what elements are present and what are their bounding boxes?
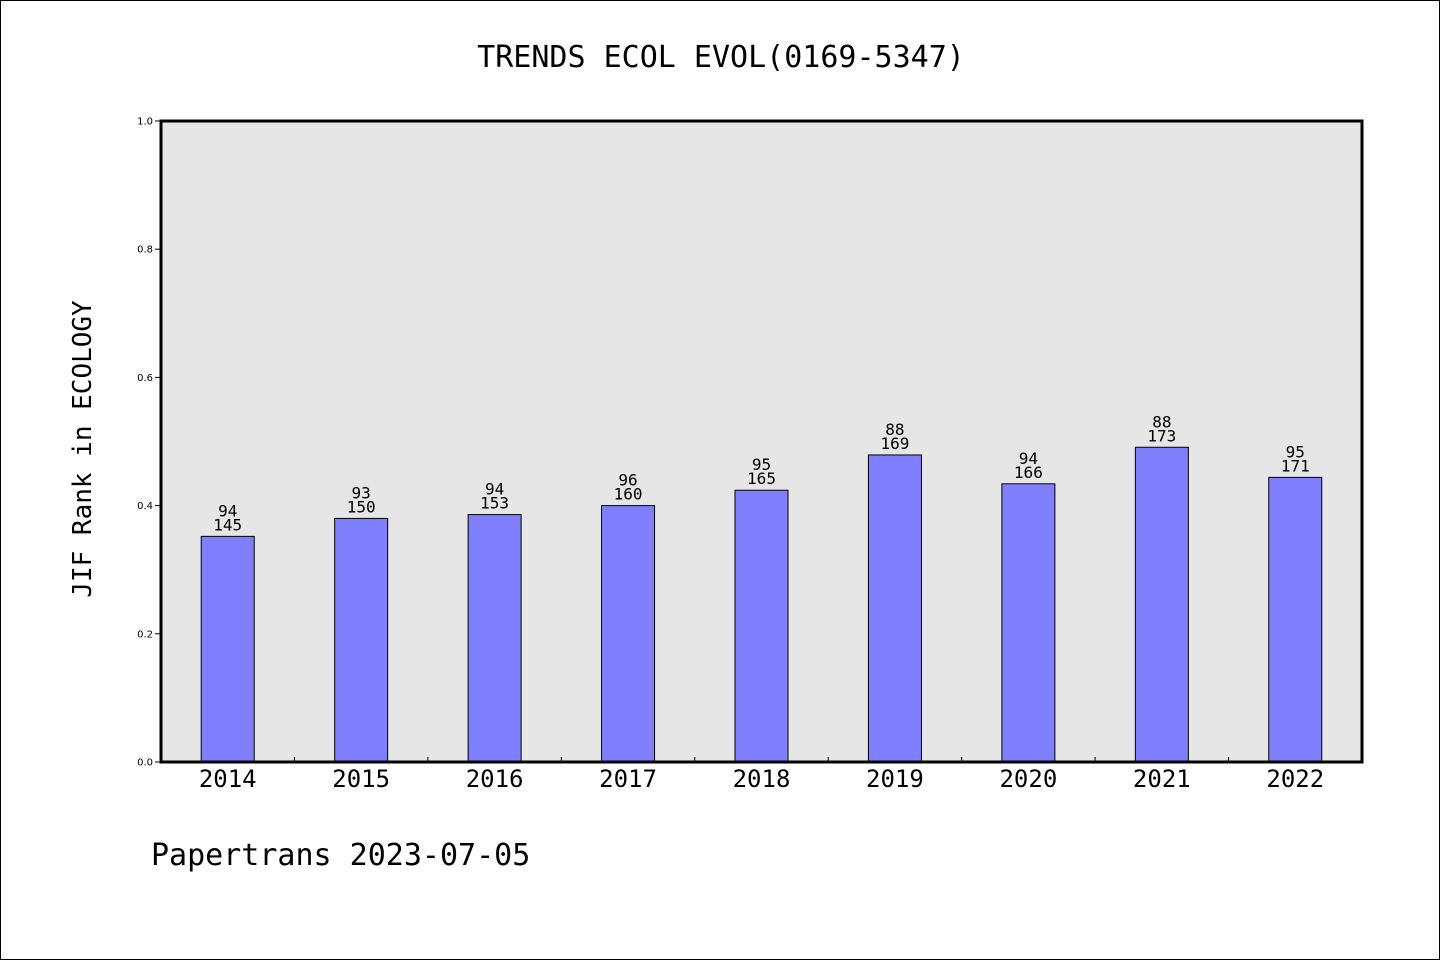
- bar-2014: [200, 535, 255, 763]
- y-tick-label: 0.8: [137, 245, 153, 256]
- footer-credit: Papertrans 2023-07-05: [151, 838, 530, 873]
- x-tick-label: 2018: [733, 765, 791, 793]
- data-labels: 9414593150941539616095165881699416688173…: [213, 412, 1309, 534]
- bar-2018: [734, 489, 789, 763]
- bar-2016: [467, 514, 522, 763]
- chart-title: TRENDS ECOL EVOL(0169-5347): [477, 40, 965, 75]
- x-tick-label: 2015: [332, 765, 390, 793]
- data-label-total: 169: [880, 434, 909, 453]
- bar-2021: [1134, 446, 1189, 763]
- x-tick-label: 2020: [999, 765, 1057, 793]
- bar-2017: [601, 505, 656, 763]
- y-axis-ticks: 0.0 0.2 0.4 0.6 0.8 1.0: [137, 117, 161, 769]
- data-label-total: 150: [347, 497, 376, 516]
- data-label-rank: 95: [752, 455, 771, 474]
- data-label-rank: 94: [485, 480, 504, 499]
- y-tick-label: 1.0: [137, 117, 153, 128]
- data-label-total: 173: [1147, 426, 1176, 445]
- data-label-total: 145: [213, 515, 242, 534]
- x-tick-label: 2021: [1133, 765, 1191, 793]
- data-label-rank: 88: [1152, 412, 1171, 431]
- y-tick-label: 0.4: [137, 501, 153, 512]
- x-tick-label: 2019: [866, 765, 924, 793]
- data-label-rank: 96: [618, 471, 637, 490]
- data-label-total: 165: [747, 469, 776, 488]
- data-label-total: 166: [1014, 463, 1043, 482]
- bar-2022: [1268, 476, 1323, 763]
- y-tick-label: 0.2: [137, 629, 153, 640]
- bars: [200, 446, 1323, 763]
- data-label-rank: 93: [352, 483, 371, 502]
- plot-border: [159, 119, 1364, 764]
- x-tick-label: 2014: [199, 765, 257, 793]
- data-label-rank: 94: [218, 501, 237, 520]
- x-tick-label: 2016: [466, 765, 524, 793]
- data-label-rank: 94: [1019, 449, 1038, 468]
- data-label-total: 153: [480, 494, 509, 513]
- y-tick-label: 0.6: [137, 373, 153, 384]
- y-tick-label: 0.0: [137, 758, 153, 769]
- y-axis-label: JIF Rank in ECOLOGY: [68, 300, 98, 598]
- bar-2020: [1001, 483, 1056, 763]
- data-label-rank: 88: [885, 420, 904, 439]
- data-label-total: 171: [1281, 456, 1310, 475]
- x-tick-label: 2022: [1266, 765, 1324, 793]
- bar-2019: [867, 454, 922, 763]
- x-tick-label: 2017: [599, 765, 657, 793]
- x-axis-ticks: 2014 2015 2016 2017 2018 2019 2020 2021 2022: [199, 757, 1324, 793]
- data-label-rank: 95: [1286, 442, 1305, 461]
- bar-2015: [334, 517, 389, 763]
- data-label-total: 160: [614, 485, 643, 504]
